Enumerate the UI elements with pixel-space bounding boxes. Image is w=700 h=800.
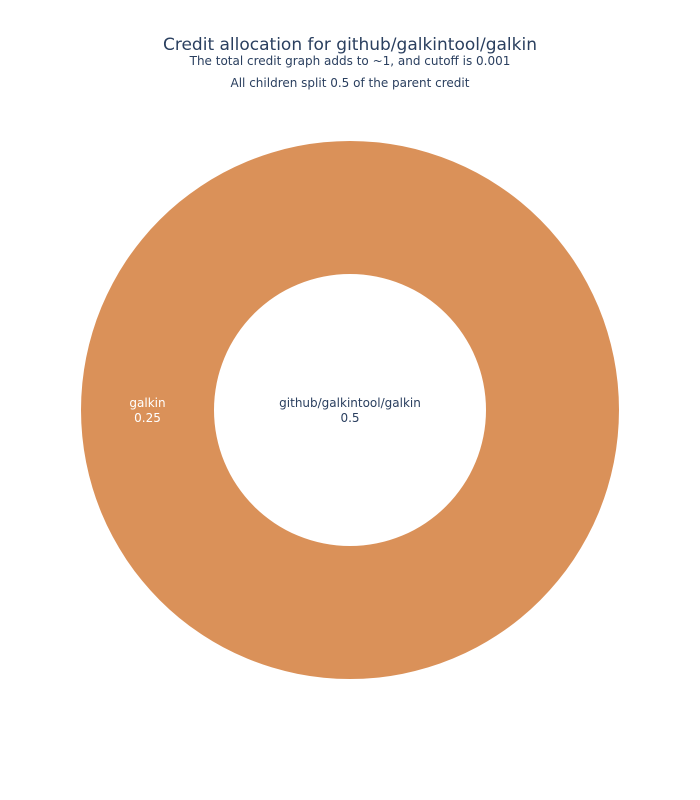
root-segment-name: github/galkintool/galkin (279, 396, 421, 410)
child-segment-name: galkin (129, 396, 165, 410)
root-segment[interactable] (214, 274, 486, 546)
chart-subtitle-line-2: All children split 0.5 of the parent cre… (231, 76, 470, 90)
sunburst-segments (81, 141, 619, 679)
root-segment-label: github/galkintool/galkin 0.5 (279, 396, 421, 425)
root-segment-value: 0.5 (340, 411, 359, 425)
child-segment-galkin[interactable] (81, 141, 619, 679)
child-segment-value: 0.25 (134, 411, 161, 425)
chart-subtitle-line-1: The total credit graph adds to ~1, and c… (189, 54, 511, 68)
chart-title: Credit allocation for github/galkintool/… (163, 35, 537, 55)
